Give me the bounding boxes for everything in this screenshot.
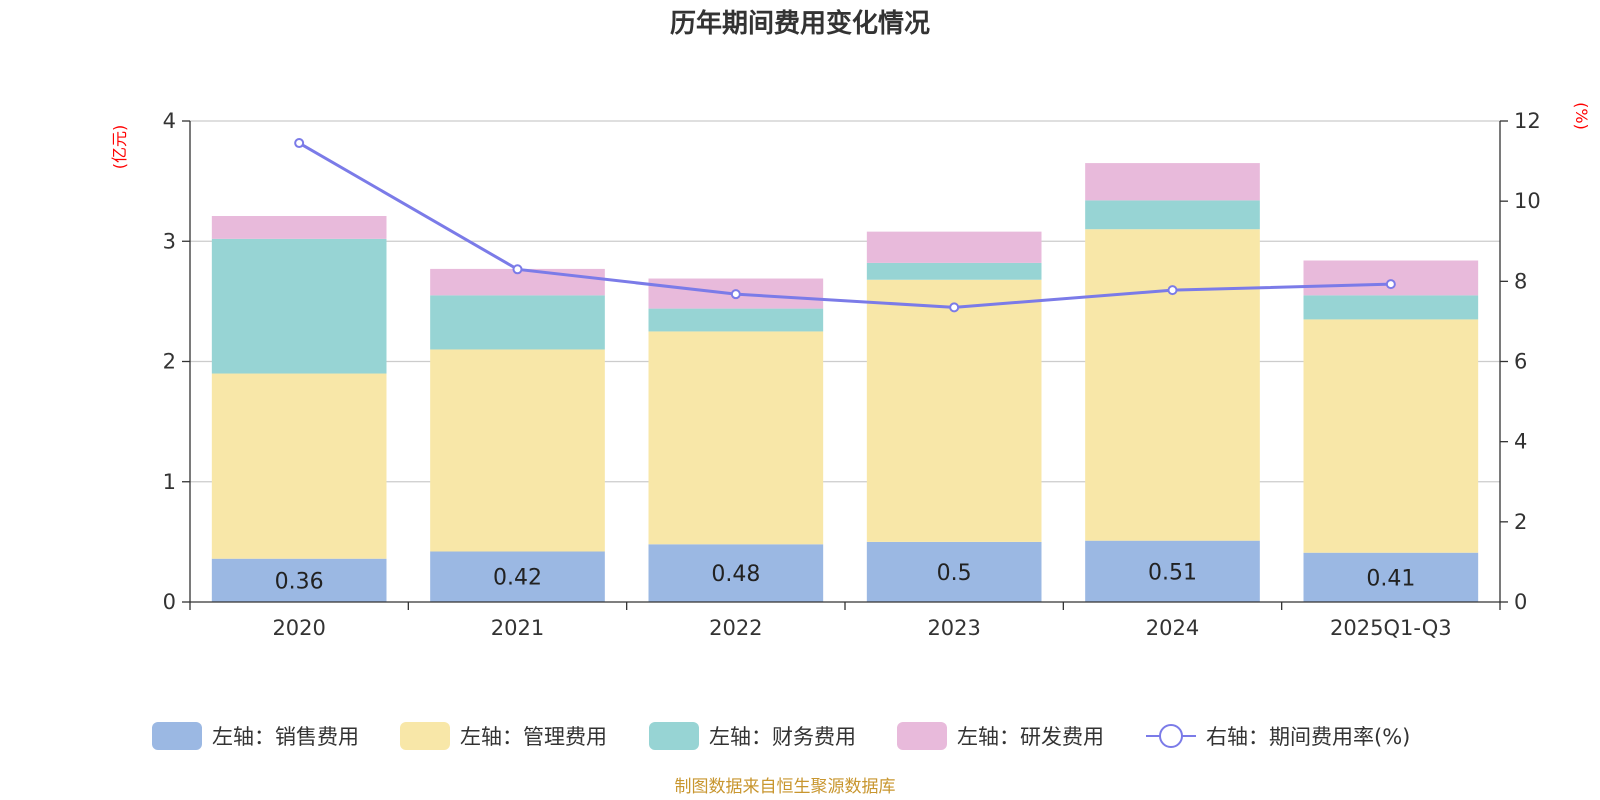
- bar-segment: [211, 373, 387, 559]
- right-axis-tick-label: 8: [1514, 269, 1527, 293]
- rate-line-point: [949, 302, 960, 313]
- bar-segment: [648, 331, 824, 545]
- legend-swatch: [152, 722, 202, 750]
- rate-line-point: [512, 264, 523, 275]
- left-axis-tick-label: 1: [163, 470, 176, 494]
- bar-data-label: 0.48: [711, 562, 760, 587]
- legend-swatch: [649, 722, 699, 750]
- legend-item[interactable]: 左轴：财务费用: [649, 722, 856, 750]
- right-axis-tick-label: 0: [1514, 590, 1527, 614]
- bar-segment: [211, 215, 387, 239]
- rate-line: [294, 138, 1396, 313]
- bar-data-label: 0.51: [1148, 560, 1197, 585]
- left-axis-tick-label: 3: [163, 229, 176, 253]
- rate-line-path: [298, 141, 1391, 309]
- legend-label: 左轴：销售费用: [212, 725, 359, 749]
- bar-segment: [430, 295, 605, 350]
- legend-label: 左轴：管理费用: [460, 725, 607, 749]
- bar-segment: [1085, 540, 1260, 602]
- rate-line-point: [1167, 285, 1178, 296]
- bar-segment: [648, 308, 824, 332]
- bar-segment: [211, 238, 387, 374]
- right-axis-tick-label: 4: [1514, 430, 1527, 454]
- bar-segment: [430, 551, 605, 602]
- bar-segment: [1085, 200, 1260, 230]
- legend-item[interactable]: 右轴：期间费用率(%): [1146, 724, 1410, 749]
- bars: [211, 163, 1479, 602]
- x-axis-tick-label: 2024: [1146, 616, 1199, 640]
- x-axis-tick-label: 2023: [927, 616, 980, 640]
- left-axis-tick-label: 2: [163, 350, 176, 374]
- right-axis-unit: (%): [1572, 102, 1591, 130]
- bar-segment: [211, 558, 387, 602]
- right-axis-tick-label: 6: [1514, 350, 1527, 374]
- bar-segment: [866, 262, 1042, 280]
- rate-line-point: [730, 289, 741, 300]
- bar-segment: [1303, 295, 1479, 320]
- bar-segment: [1085, 163, 1260, 201]
- rate-line-point: [1385, 279, 1396, 290]
- gridlines: [190, 120, 1500, 483]
- legend-label: 右轴：期间费用率(%): [1206, 725, 1410, 749]
- legend-item[interactable]: 左轴：销售费用: [152, 722, 359, 750]
- bar-segment: [866, 279, 1042, 542]
- legend-marker: [1159, 724, 1183, 748]
- bar-data-label: 0.36: [275, 569, 324, 594]
- legend-item[interactable]: 左轴：管理费用: [400, 722, 607, 750]
- bar-segment: [1303, 319, 1479, 553]
- left-axis-tick-label: 0: [163, 590, 176, 614]
- x-axis-tick-label: 2020: [272, 616, 325, 640]
- legend[interactable]: 左轴：销售费用 左轴：管理费用 左轴：财务费用 左轴：研发费用 右轴：期间费用率(%): [152, 722, 1410, 750]
- left-axis-tick-label: 4: [163, 109, 176, 133]
- legend-label: 左轴：研发费用: [957, 725, 1104, 749]
- left-axis-unit: (亿元): [110, 125, 129, 170]
- bar-segment: [1303, 260, 1479, 296]
- legend-item[interactable]: 左轴：研发费用: [897, 722, 1104, 750]
- bar-segment: [866, 541, 1042, 602]
- legend-swatch: [897, 722, 947, 750]
- bar-data-label: 0.42: [493, 566, 542, 591]
- chart-title: 历年期间费用变化情况: [670, 8, 930, 39]
- right-axis-tick-label: 12: [1514, 109, 1541, 133]
- bar-data-label: 0.41: [1366, 566, 1415, 591]
- x-axis-tick-label: 2022: [709, 616, 762, 640]
- data-source-note: 制图数据来自恒生聚源数据库: [675, 777, 896, 797]
- right-axis-tick-label: 10: [1514, 189, 1541, 213]
- bar-segment: [648, 544, 824, 602]
- bar-segment: [430, 349, 605, 552]
- legend-swatch: [400, 722, 450, 750]
- x-axis-tick-label: 2025Q1-Q3: [1330, 616, 1452, 640]
- bar-segment: [1303, 552, 1479, 602]
- x-axis-tick-label: 2021: [491, 616, 544, 640]
- bar-data-label: 0.5: [937, 561, 972, 586]
- bar-segment: [866, 231, 1042, 263]
- bar-segment: [1085, 229, 1260, 541]
- data-labels: 0.36 0.42 0.48 0.5 0.51 0.41: [275, 560, 1416, 594]
- legend-label: 左轴：财务费用: [709, 725, 856, 749]
- rate-line-point: [294, 138, 305, 149]
- right-axis-tick-label: 2: [1514, 510, 1527, 534]
